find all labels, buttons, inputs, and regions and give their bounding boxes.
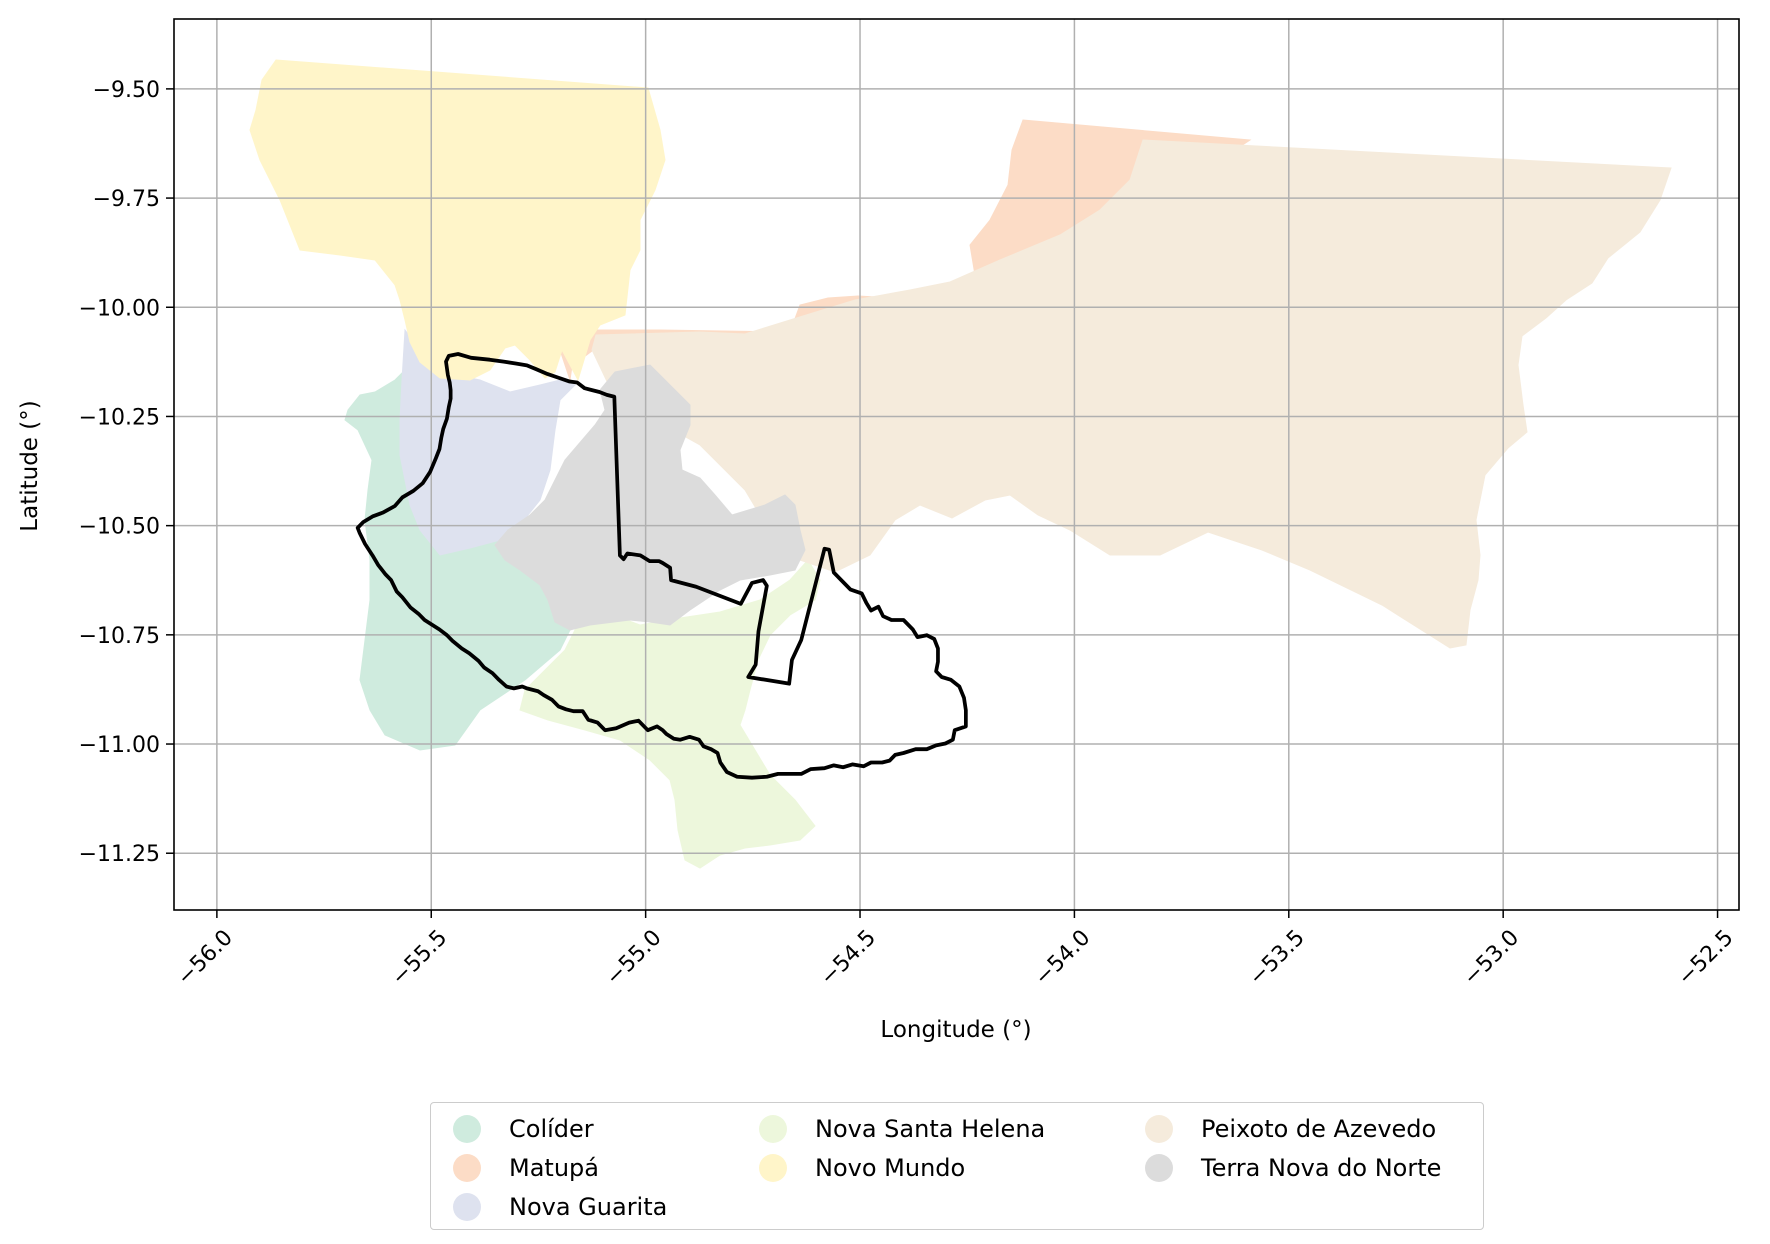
y-axis-label: Latitude (°): [17, 400, 43, 531]
y-ticks: −9.50 −9.75 −10.00 −10.25 −10.50 −10.75 −11.00…: [79, 78, 174, 867]
legend-marker-nova-guarita: [453, 1193, 481, 1221]
legend-label-novo-mundo: Novo Mundo: [815, 1154, 966, 1182]
y-tick-label: −10.00: [79, 296, 160, 321]
highlight-outline-terra-nova-do-norte: [355, 352, 968, 780]
legend-label-peixoto-de-azevedo: Peixoto de Azevedo: [1201, 1115, 1437, 1143]
region-peixoto-de-azevedo: [591, 139, 1672, 649]
legend-label-matupa: Matupá: [509, 1154, 599, 1182]
legend-item-terra-nova-do-norte: Terra Nova do Norte: [1145, 1150, 1441, 1186]
legend-label-nova-guarita: Nova Guarita: [509, 1193, 668, 1221]
legend-marker-peixoto-de-azevedo: [1145, 1115, 1173, 1143]
legend-item-novo-mundo: Novo Mundo: [759, 1150, 965, 1186]
region-nova-guarita: [399, 328, 576, 556]
y-tick-label: −10.50: [79, 515, 160, 540]
legend-marker-terra-nova-do-norte: [1145, 1154, 1173, 1182]
y-tick-label: −9.50: [93, 78, 160, 103]
x-tick-label: −55.0: [601, 925, 666, 990]
region-nova-santa-helena: [519, 559, 821, 869]
plot-frame: [173, 18, 1740, 911]
legend-item-peixoto-de-azevedo: Peixoto de Azevedo: [1145, 1111, 1436, 1147]
x-tick-label: −56.0: [173, 925, 238, 990]
legend-item-nova-guarita: Nova Guarita: [453, 1189, 667, 1225]
legend-label-terra-nova-do-norte: Terra Nova do Norte: [1201, 1154, 1442, 1182]
highlight-group: [355, 352, 968, 780]
x-tick-label: −54.5: [816, 925, 881, 990]
legend-marker-matupa: [453, 1154, 481, 1182]
y-tick-label: −10.25: [79, 405, 160, 430]
legend-item-nova-santa-helena: Nova Santa Helena: [759, 1111, 1045, 1147]
legend-item-matupa: Matupá: [453, 1150, 599, 1186]
legend-label-colider: Colíder: [509, 1115, 594, 1143]
x-axis-label: Longitude (°): [880, 1017, 1031, 1043]
region-novo-mundo: [249, 59, 666, 382]
x-tick-label: −52.5: [1673, 925, 1738, 990]
y-tick-label: −9.75: [93, 187, 160, 212]
y-tick-label: −11.00: [79, 733, 160, 758]
legend: Colíder Matupá Nova Guarita Nova Santa H…: [430, 1102, 1484, 1230]
x-ticks: −56.0 −55.5 −55.0 −54.5 −54.0 −53.5 −53.0 −52.5: [173, 910, 1739, 991]
highlight-layer: [355, 352, 968, 780]
legend-marker-colider: [453, 1115, 481, 1143]
legend-label-nova-santa-helena: Nova Santa Helena: [815, 1115, 1046, 1143]
gridlines: [174, 19, 1739, 910]
x-tick-label: −54.0: [1030, 925, 1095, 990]
legend-marker-novo-mundo: [759, 1154, 787, 1182]
region-layer: [249, 59, 1672, 869]
legend-item-colider: Colíder: [453, 1111, 594, 1147]
y-tick-label: −11.25: [79, 842, 160, 867]
x-tick-label: −53.5: [1244, 925, 1309, 990]
legend-marker-nova-santa-helena: [759, 1115, 787, 1143]
y-tick-label: −10.75: [79, 624, 160, 649]
x-tick-label: −53.0: [1459, 925, 1524, 990]
region-terra-nova-do-norte: [494, 364, 806, 631]
x-tick-label: −55.5: [387, 925, 452, 990]
